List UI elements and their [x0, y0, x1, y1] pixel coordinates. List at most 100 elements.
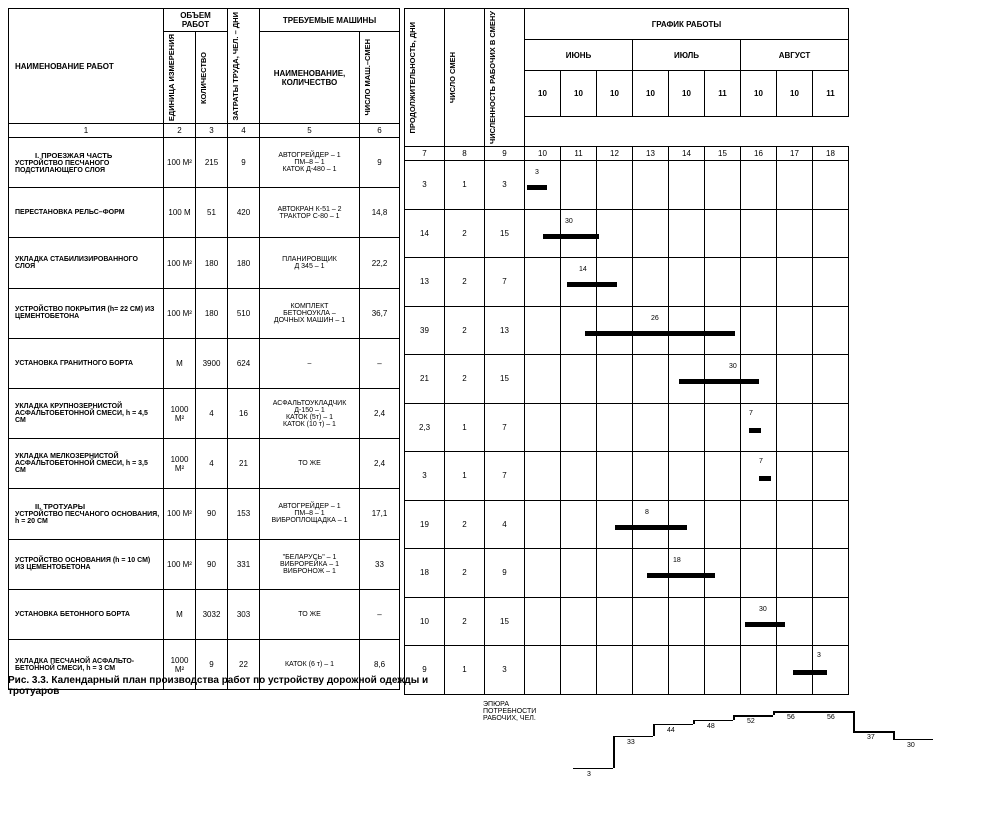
- hdr-labor: ЗАТРАТЫ ТРУДА, ЧЕЛ. – ДНИ: [228, 9, 260, 124]
- colnum: 16: [741, 147, 777, 161]
- gantt-cell: 30: [525, 209, 561, 258]
- cell-qty: 4: [196, 439, 228, 489]
- gantt-cell: [525, 403, 561, 452]
- epure-value: 3: [587, 771, 591, 778]
- table-row: УСТАНОВКА ГРАНИТНОГО БОРТАМ3900624––: [9, 338, 400, 388]
- table-row: УСТРОЙСТВО ОСНОВАНИЯ (h = 10 СМ) ИЗ ЦЕМЕ…: [9, 539, 400, 589]
- gantt-cell: 18: [633, 549, 669, 598]
- cell-nsh: 1: [445, 646, 485, 695]
- cell-machines: ТО ЖЕ: [260, 589, 360, 639]
- cell-labor: 331: [228, 539, 260, 589]
- cell-dur: 2,3: [405, 403, 445, 452]
- table-row: УКЛАДКА КРУПНОЗЕРНИСТОЙ АСФАЛЬТОБЕТОННОЙ…: [9, 389, 400, 439]
- gantt-cell: [741, 355, 777, 404]
- gantt-cell: [561, 646, 597, 695]
- gantt-cell: [813, 306, 849, 355]
- colnum: 18: [813, 147, 849, 161]
- cell-qty: 3900: [196, 338, 228, 388]
- gantt-bar: [759, 476, 771, 481]
- gantt-cell: [597, 452, 633, 501]
- table-row: II. ТРОТУАРЫУСТРОЙСТВО ПЕСЧАНОГО ОСНОВАН…: [9, 489, 400, 539]
- cell-nw: 3: [485, 161, 525, 210]
- table-row: УКЛАДКА МЕЛКОЗЕРНИСТОЙ АСФАЛЬТОБЕТОННОЙ …: [9, 439, 400, 489]
- gantt-row: 3133: [405, 161, 849, 210]
- cell-unit: 100 М²: [164, 138, 196, 188]
- gantt-cell: [777, 209, 813, 258]
- gantt-cell: [633, 306, 669, 355]
- gantt-cell: [561, 452, 597, 501]
- gantt-cell: [705, 452, 741, 501]
- cell-unit: 100 М²: [164, 288, 196, 338]
- gantt-cell: 7: [741, 403, 777, 452]
- table-row: I. ПРОЕЗЖАЯ ЧАСТЬУСТРОЙСТВО ПЕСЧАНОГО ПО…: [9, 138, 400, 188]
- gantt-cell: [813, 500, 849, 549]
- epure-label: ЭПЮРА ПОТРЕБНОСТИ РАБОЧИХ, ЧЕЛ.: [483, 701, 536, 722]
- gantt-cell: [633, 500, 669, 549]
- hdr-mach-name: НАИМЕНОВАНИЕ, КОЛИЧЕСТВО: [260, 32, 360, 124]
- cell-unit: 1000 М²: [164, 439, 196, 489]
- cell-nw: 9: [485, 549, 525, 598]
- bar-label: 7: [759, 458, 763, 465]
- hdr-name: НАИМЕНОВАНИЕ РАБОТ: [9, 9, 164, 124]
- table-row: УСТАНОВКА БЕТОННОГО БОРТАМ3032303ТО ЖЕ–: [9, 589, 400, 639]
- gantt-cell: [561, 355, 597, 404]
- gantt-cell: [633, 403, 669, 452]
- gantt-cell: [669, 646, 705, 695]
- cell-mshift: 22,2: [360, 238, 400, 288]
- cell-unit: 1000 М²: [164, 389, 196, 439]
- gantt-cell: [633, 161, 669, 210]
- hdr-qty: КОЛИЧЕСТВО: [196, 32, 228, 124]
- cell-qty: 180: [196, 288, 228, 338]
- gantt-cell: [633, 209, 669, 258]
- gantt-cell: [597, 646, 633, 695]
- gantt-cell: 30: [741, 597, 777, 646]
- cell-qty: 3032: [196, 589, 228, 639]
- gantt-cell: [633, 452, 669, 501]
- gantt-cell: [669, 209, 705, 258]
- cell-machines: АСФАЛЬТОУКЛАДЧИК Д-150 – 1 КАТОК (5т) – …: [260, 389, 360, 439]
- cell-nsh: 2: [445, 209, 485, 258]
- gantt-cell: [777, 161, 813, 210]
- hdr-unit: ЕДИНИЦА ИЗМЕРЕНИЯ: [164, 32, 196, 124]
- gantt-cell: [597, 549, 633, 598]
- gantt-cell: [669, 258, 705, 307]
- gantt-cell: [741, 646, 777, 695]
- day-header: 10: [525, 71, 561, 117]
- schedule-plan: НАИМЕНОВАНИЕ РАБОТ ОБЪЕМ РАБОТ ЗАТРАТЫ Т…: [8, 8, 987, 667]
- gantt-cell: [705, 306, 741, 355]
- cell-machines: –: [260, 338, 360, 388]
- gantt-cell: [777, 597, 813, 646]
- day-header: 11: [813, 71, 849, 117]
- gantt-row: 1021530: [405, 597, 849, 646]
- cell-machines: ПЛАНИРОВЩИК Д 345 – 1: [260, 238, 360, 288]
- work-name: УСТРОЙСТВО ПОКРЫТИЯ (h= 22 СМ) ИЗ ЦЕМЕНТ…: [15, 306, 160, 320]
- gantt-cell: [777, 355, 813, 404]
- work-name: УСТАНОВКА ГРАНИТНОГО БОРТА: [15, 360, 160, 367]
- gantt-row: 1421530: [405, 209, 849, 258]
- gantt-cell: [525, 549, 561, 598]
- gantt-row: 182918: [405, 549, 849, 598]
- gantt-cell: [777, 500, 813, 549]
- gantt-cell: [741, 209, 777, 258]
- gantt-cell: [561, 161, 597, 210]
- section-header: I. ПРОЕЗЖАЯ ЧАСТЬ: [15, 151, 160, 160]
- day-header: 10: [633, 71, 669, 117]
- cell-labor: 303: [228, 589, 260, 639]
- gantt-cell: [633, 258, 669, 307]
- cell-mshift: 2,4: [360, 389, 400, 439]
- cell-mshift: 14,8: [360, 188, 400, 238]
- cell-nw: 15: [485, 355, 525, 404]
- cell-nw: 15: [485, 597, 525, 646]
- cell-dur: 39: [405, 306, 445, 355]
- gantt-cell: [525, 597, 561, 646]
- gantt-cell: 14: [561, 258, 597, 307]
- cell-mshift: 33: [360, 539, 400, 589]
- gantt-cell: [813, 355, 849, 404]
- gantt-cell: [741, 500, 777, 549]
- cell-dur: 14: [405, 209, 445, 258]
- gantt-cell: [633, 597, 669, 646]
- cell-nsh: 2: [445, 549, 485, 598]
- cell-nsh: 1: [445, 452, 485, 501]
- cell-dur: 13: [405, 258, 445, 307]
- gantt-cell: [705, 500, 741, 549]
